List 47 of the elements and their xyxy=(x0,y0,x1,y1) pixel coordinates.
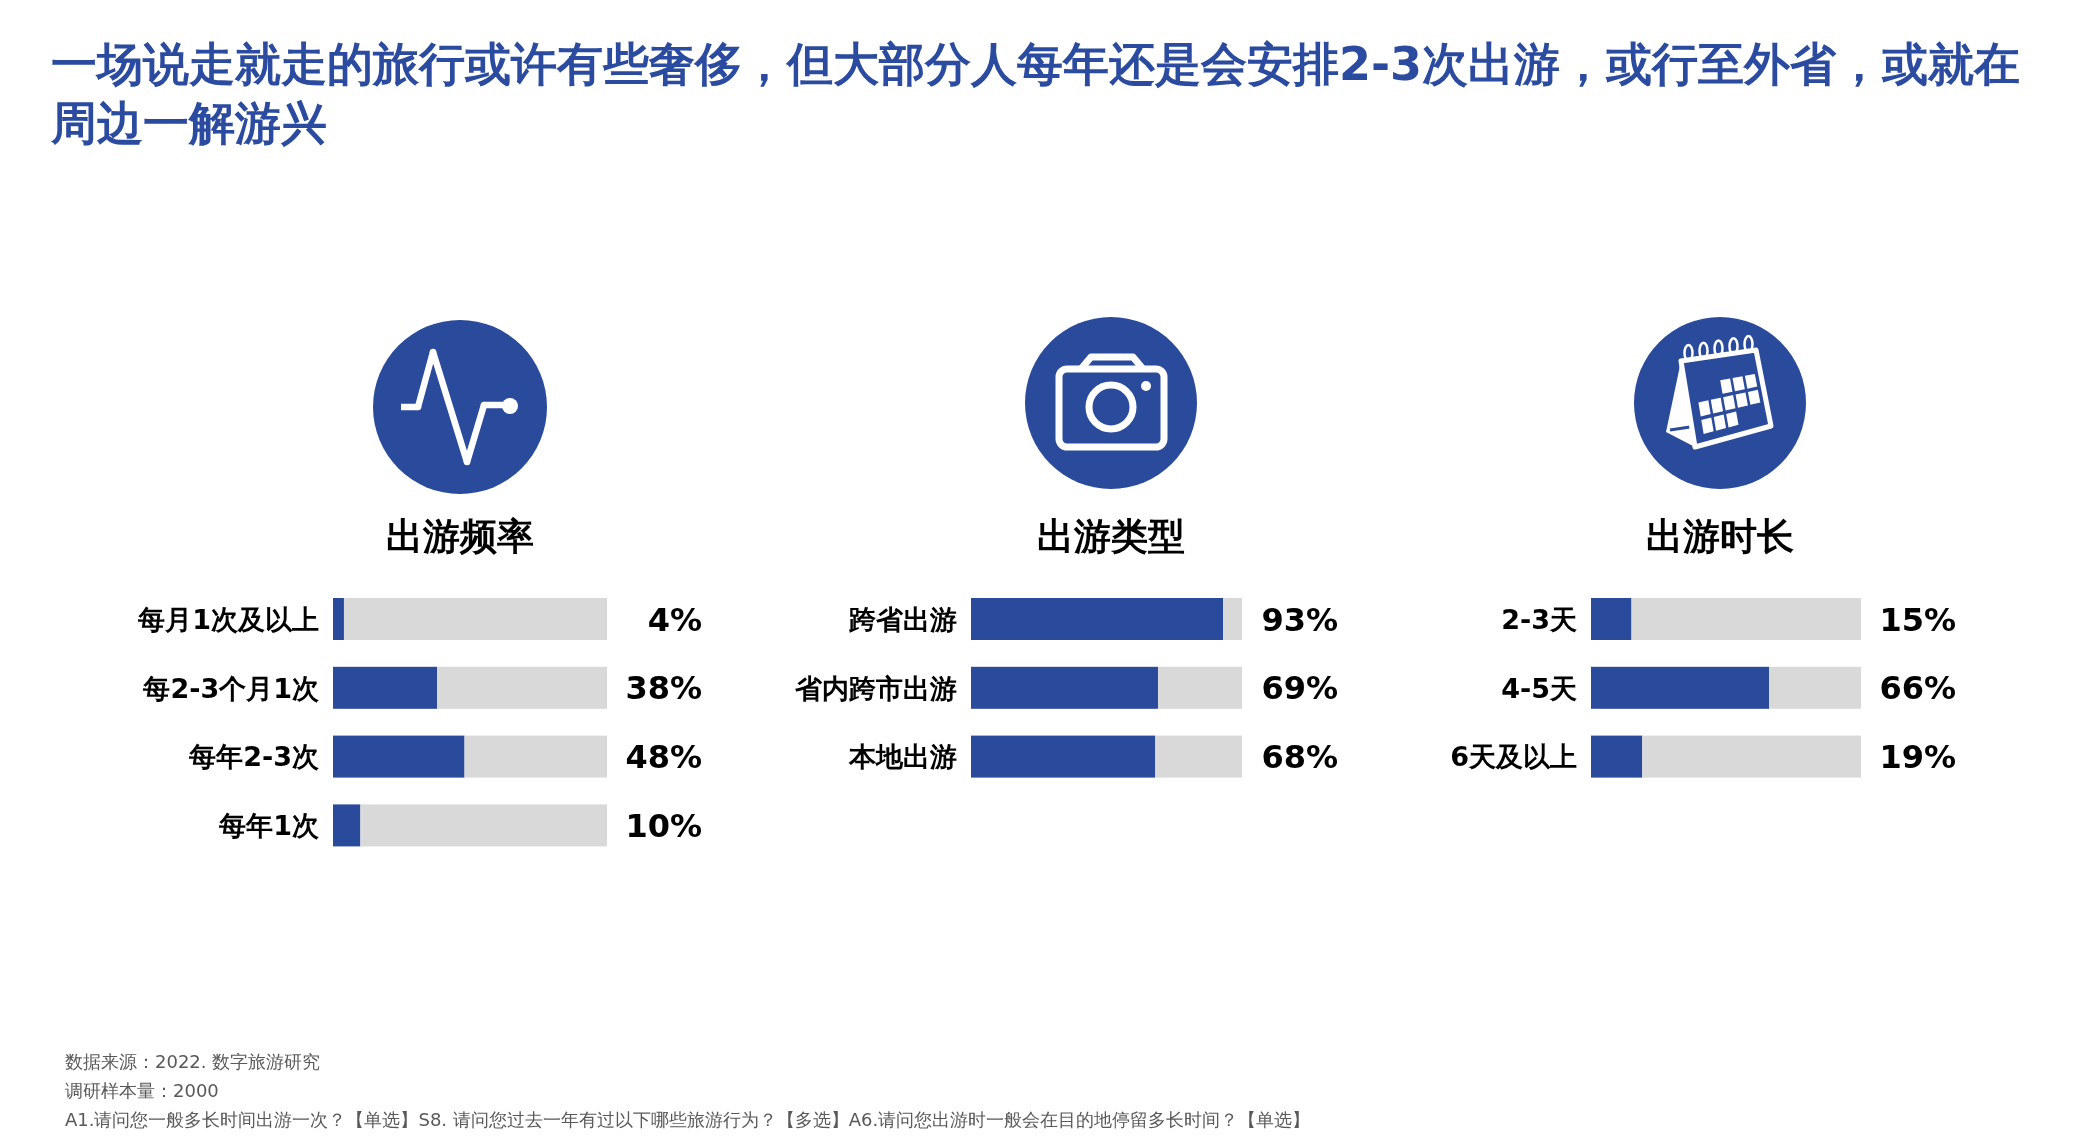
y-tick-label: 4-5天 xyxy=(1501,672,1577,704)
bar xyxy=(1591,598,1632,640)
bar xyxy=(1769,666,1861,709)
bar xyxy=(464,735,607,778)
bar xyxy=(333,804,361,847)
bar xyxy=(333,598,344,640)
y-tick-label: 每年1次 xyxy=(218,810,320,842)
bar xyxy=(1157,666,1242,709)
text: 调研样本量：2000 xyxy=(65,1080,219,1101)
bar xyxy=(333,735,465,778)
chart-title: 出游时长 xyxy=(1646,515,1794,558)
bar xyxy=(971,666,1158,709)
y-tick-label: 每月1次及以上 xyxy=(137,603,319,635)
y-tick-label: 2-3天 xyxy=(1501,603,1577,635)
bar xyxy=(971,598,1224,640)
data-label: 68% xyxy=(1261,738,1338,777)
bar xyxy=(1223,598,1242,640)
y-tick-label: 省内跨市出游 xyxy=(794,672,957,704)
data-label: 10% xyxy=(625,806,702,845)
y-tick-label: 每年2-3次 xyxy=(188,741,320,773)
chart-title: 出游频率 xyxy=(386,515,534,558)
data-label: 4% xyxy=(647,600,702,639)
data-label: 38% xyxy=(625,669,702,708)
y-tick-label: 6天及以上 xyxy=(1450,741,1577,773)
bar xyxy=(333,666,438,709)
data-label: 48% xyxy=(625,738,702,777)
bar xyxy=(1642,735,1861,778)
y-tick-label: 每2-3个月1次 xyxy=(142,672,320,704)
y-tick-label: 本地出游 xyxy=(848,741,957,773)
bar xyxy=(1591,666,1770,709)
bar xyxy=(1155,735,1242,778)
bar xyxy=(1591,735,1643,778)
chart-title: 出游类型 xyxy=(1037,515,1185,558)
text: A1.请问您一般多长时间出游一次？【单选】S8. 请问您过去一年有过以下哪些旅游行为？【多选】A6.请问您出游时一般会在目的地停留多长时间？【单选】 xyxy=(65,1109,1311,1130)
data-label: 66% xyxy=(1879,669,1956,708)
source-note: 数据来源：2022. 数字旅游研究 xyxy=(65,1051,321,1072)
y-tick-label: 跨省出游 xyxy=(848,603,957,635)
bar xyxy=(343,598,607,640)
text: 一场说走就走的旅行或许有些奢侈，但大部分人每年还是会安排2-3次出游，或行至外省，或就在周边一解游兴 xyxy=(50,37,2021,150)
bar xyxy=(971,735,1156,778)
data-label: 69% xyxy=(1261,669,1338,708)
data-label: 19% xyxy=(1879,738,1956,777)
data-label: 93% xyxy=(1261,600,1338,639)
data-label: 15% xyxy=(1879,600,1956,639)
bar xyxy=(437,666,607,709)
bar xyxy=(360,804,607,847)
bar xyxy=(1631,598,1861,640)
